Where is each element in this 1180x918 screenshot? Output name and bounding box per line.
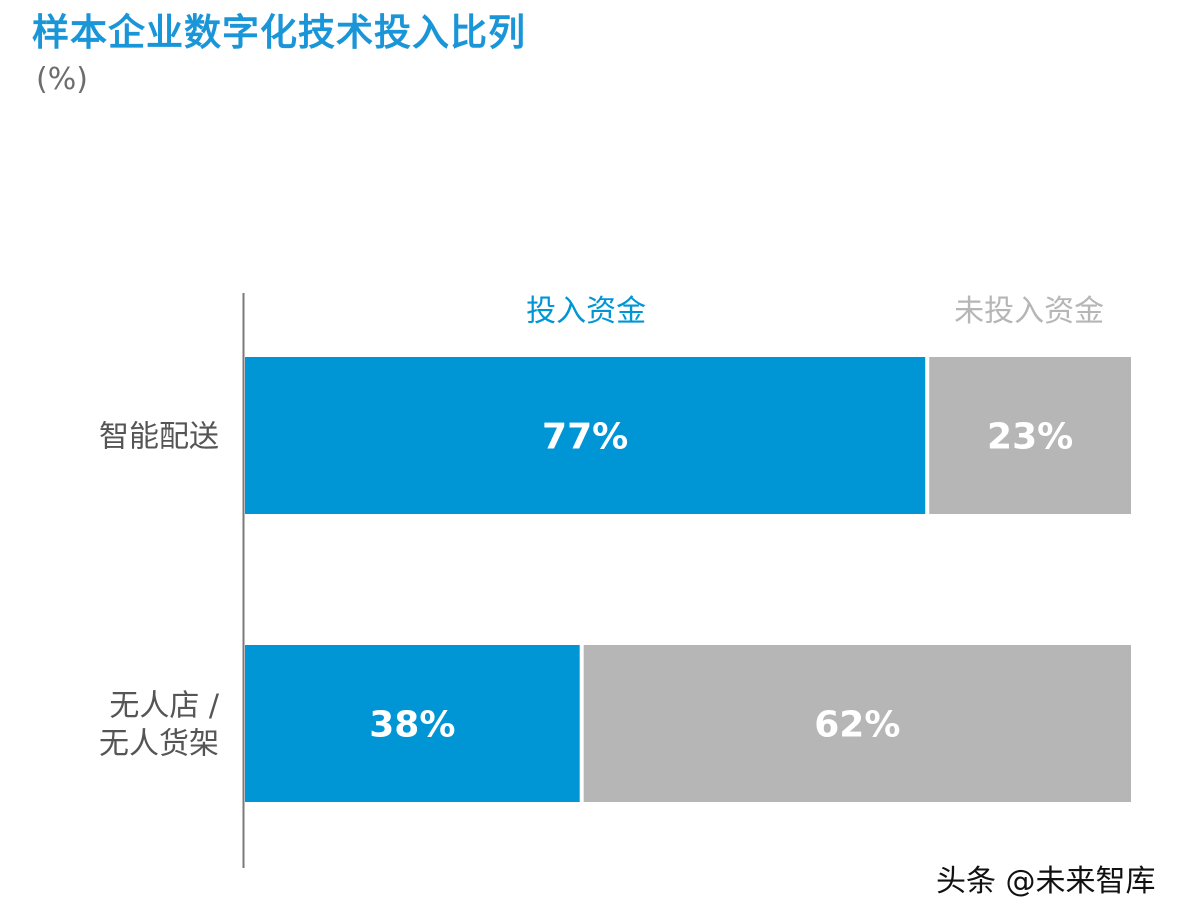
data-label: 62% (814, 705, 900, 746)
bar-segment (245, 357, 926, 514)
data-label: 77% (542, 417, 628, 458)
chart-title: 样本企业数字化技术投入比列 (32, 11, 526, 54)
chart-unit-label: (%) (36, 62, 88, 97)
bar-segment (929, 357, 1131, 514)
data-label: 23% (987, 417, 1073, 458)
legend: 投入资金 未投入资金 (526, 294, 1104, 329)
legend-item: 未投入资金 (954, 294, 1104, 329)
category-label: 无人货架 (99, 727, 219, 762)
bar-segment (583, 645, 1131, 802)
bar-segment (245, 645, 580, 802)
bars: 77% 23% 38% 62% (245, 357, 1131, 802)
category-label: 无人店 / (109, 689, 220, 724)
category-label: 智能配送 (99, 420, 219, 455)
watermark-text: 头条 @未来智库 (936, 864, 1156, 899)
data-label: 38% (369, 705, 455, 746)
legend-item: 投入资金 (526, 294, 646, 329)
